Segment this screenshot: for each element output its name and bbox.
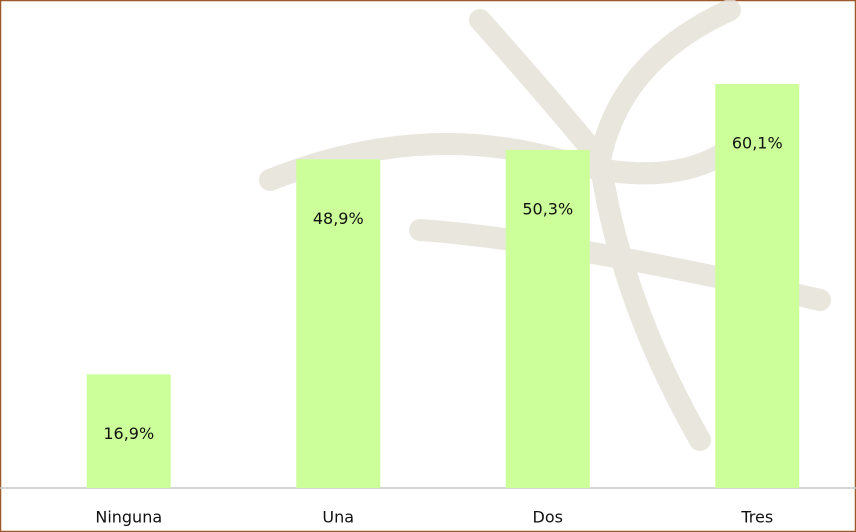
value-label: 48,9%	[313, 209, 364, 228]
x-tick-label: Una	[322, 508, 354, 527]
value-label: 16,9%	[103, 424, 154, 443]
x-tick-label: Dos	[533, 508, 563, 527]
value-label: 50,3%	[522, 199, 573, 218]
x-tick-label: Tres	[740, 508, 773, 527]
x-tick-label: Ninguna	[95, 508, 162, 527]
chart: 16,9% Ninguna 48,9% Una 50,3% Dos 60,1% Tres	[0, 0, 856, 532]
value-label: 60,1%	[732, 134, 783, 153]
